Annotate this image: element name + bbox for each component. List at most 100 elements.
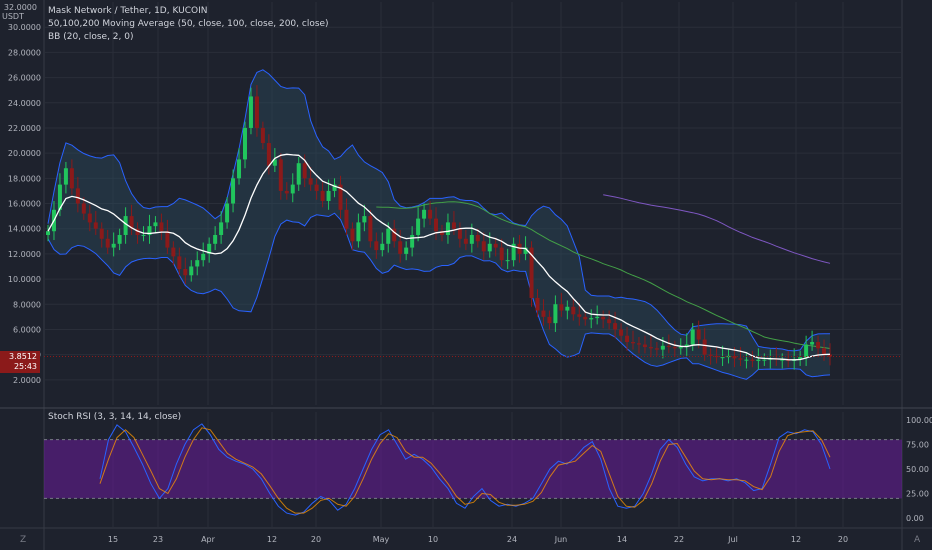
symbol-title[interactable]: Mask Network / Tether, 1D, KUCOIN <box>48 6 208 16</box>
ma50-line <box>47 153 831 361</box>
candle-body <box>284 190 289 194</box>
last-price-tag: 3.8512 25:43 <box>0 351 40 373</box>
candle-body <box>177 256 182 269</box>
candle-body <box>517 243 522 254</box>
price-tick-label: 12.0000 <box>8 250 41 259</box>
candle-body <box>583 316 588 320</box>
candle-body <box>398 241 403 254</box>
candle-body <box>798 357 803 360</box>
candle-body <box>666 345 671 348</box>
candle-body <box>451 222 456 229</box>
candle-body <box>529 247 534 298</box>
candle-body <box>135 228 140 235</box>
candle-body <box>547 316 552 324</box>
candle-body <box>762 359 767 361</box>
price-tick-label: 8.0000 <box>13 300 41 309</box>
candle-body <box>535 297 540 311</box>
candle-body <box>660 345 665 350</box>
price-tick-label: 30.0000 <box>8 23 41 32</box>
candle-body <box>410 234 415 248</box>
price-axis-area <box>0 0 44 550</box>
candle-body <box>678 347 683 349</box>
candle-body <box>732 355 737 359</box>
candle-body <box>828 354 832 357</box>
candle-body <box>493 243 498 248</box>
candle-body <box>642 344 647 348</box>
candle-body <box>81 203 86 214</box>
candle-body <box>308 178 313 185</box>
ma100-line <box>376 201 831 349</box>
candle-body <box>159 222 164 232</box>
time-tick-label: 15 <box>108 535 118 544</box>
price-tick-label: 18.0000 <box>8 174 41 183</box>
time-tick-label: 20 <box>838 535 848 544</box>
candle-body <box>57 184 62 210</box>
candle-body <box>428 209 433 219</box>
time-tick-label: Jun <box>554 535 568 544</box>
candle-body <box>469 234 474 244</box>
candle-body <box>165 231 170 248</box>
bb-lower-line <box>47 212 831 380</box>
candle-body <box>607 319 612 324</box>
stoch-tick-label: 0.00 <box>906 514 924 523</box>
last-price-value: 3.8512 <box>9 352 37 361</box>
candle-body <box>487 243 492 252</box>
candle-body <box>237 159 242 179</box>
candle-body <box>475 234 480 242</box>
candle-body <box>207 243 212 254</box>
candle-body <box>254 96 259 128</box>
price-tick-label: 14.0000 <box>8 225 41 234</box>
candle-body <box>595 316 600 319</box>
candle-body <box>320 190 325 201</box>
candle-body <box>278 159 283 191</box>
price-tick-label: 26.0000 <box>8 74 41 83</box>
candle-body <box>213 234 218 244</box>
candle-body <box>153 222 158 227</box>
time-tick-label: 20 <box>311 535 321 544</box>
candle-body <box>302 163 307 179</box>
candle-body <box>690 329 695 345</box>
candle-body <box>816 342 821 349</box>
candle-body <box>434 218 439 232</box>
candle-body <box>744 359 749 361</box>
candle-body <box>481 241 486 252</box>
stoch-tick-label: 75.00 <box>906 441 929 450</box>
time-tick-label: 14 <box>617 535 627 544</box>
candle-body <box>416 218 421 235</box>
candle-body <box>625 335 630 343</box>
candle-body <box>386 228 391 244</box>
candle-body <box>756 359 761 361</box>
ma-indicator-label[interactable]: 50,100,200 Moving Average (50, close, 10… <box>48 19 329 29</box>
candle-body <box>708 354 713 356</box>
bb-indicator-label[interactable]: BB (20, close, 2, 0) <box>48 32 134 42</box>
candle-body <box>738 358 743 360</box>
candle-body <box>505 260 510 262</box>
bottom-left-button[interactable]: Z <box>20 535 27 545</box>
candle-body <box>117 234 122 244</box>
time-tick-label: 12 <box>267 535 277 544</box>
candle-body <box>422 209 427 219</box>
price-tick-label: 2.0000 <box>13 376 41 385</box>
candle-body <box>219 222 224 235</box>
candle-body <box>314 184 319 191</box>
candle-body <box>147 226 152 235</box>
candle-body <box>684 344 689 348</box>
price-axis-unit: USDT <box>2 12 24 21</box>
time-tick-label: 24 <box>507 535 517 544</box>
price-tick-label: 22.0000 <box>8 124 41 133</box>
candle-body <box>577 314 582 317</box>
candle-body <box>553 304 558 324</box>
candle-body <box>648 347 653 349</box>
candle-body <box>457 228 462 239</box>
price-tick-label: 28.0000 <box>8 48 41 57</box>
stoch-rsi-label[interactable]: Stoch RSI (3, 3, 14, 14, close) <box>48 412 182 422</box>
bar-countdown: 25:43 <box>13 362 37 371</box>
bb-fill <box>48 69 830 380</box>
candle-body <box>822 348 827 355</box>
bottom-right-button[interactable]: A <box>914 535 921 545</box>
stoch-tick-label: 25.00 <box>906 490 929 499</box>
candle-body <box>613 323 618 330</box>
candle-body <box>589 318 594 320</box>
